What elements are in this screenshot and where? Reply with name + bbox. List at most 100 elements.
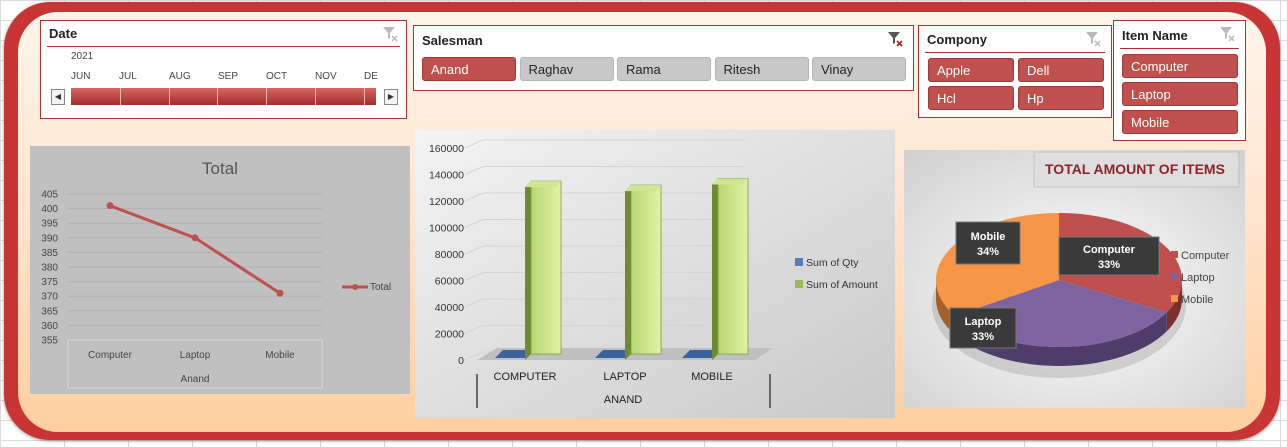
timeline-month-label[interactable]: JUL: [119, 71, 137, 82]
salesman-button-ritesh[interactable]: Ritesh: [714, 57, 809, 81]
bar-amount-side: [625, 185, 631, 360]
bar-amount-computer: [530, 180, 562, 355]
salesman-slicer: Salesman Anand Raghav Rama Ritesh Vinay: [413, 25, 914, 91]
company-button-hp[interactable]: Hp: [1018, 86, 1104, 110]
data-label-value: 33%: [972, 331, 994, 343]
timeline-period-divider: [363, 88, 365, 105]
clear-filter-icon[interactable]: [382, 26, 398, 42]
depth-gridline: [464, 219, 484, 228]
company-button-apple[interactable]: Apple: [928, 58, 1014, 82]
timeline-month-label[interactable]: NOV: [315, 71, 337, 82]
y-tick-label: 395: [41, 219, 58, 230]
legend-label: Laptop: [1181, 272, 1215, 284]
depth-gridline: [464, 192, 484, 202]
depth-gridline: [464, 272, 484, 281]
company-slicer: Compony Apple Dell Hcl Hp: [918, 25, 1112, 118]
timeline-period-divider: [168, 88, 170, 105]
legend-swatch-qty: [795, 258, 803, 266]
legend-label: Mobile: [1181, 294, 1213, 306]
y-tick-label: 365: [41, 306, 58, 317]
company-button-hcl[interactable]: Hcl: [928, 86, 1014, 110]
timeline-bar[interactable]: [71, 88, 376, 105]
item-slicer-divider: [1120, 48, 1239, 49]
bar-qty-computer: [495, 350, 533, 358]
data-label-box: [955, 221, 1021, 265]
x-axis-box: [67, 339, 323, 389]
clear-filter-icon[interactable]: [887, 31, 903, 47]
bar-amount-mobile: [717, 178, 749, 355]
pie-chart-items: TOTAL AMOUNT OF ITEMS Computer 33% Laptop 33…: [904, 150, 1245, 408]
timeline-month-label[interactable]: OCT: [266, 71, 288, 82]
title-box: [1033, 151, 1240, 188]
chart-title: TOTAL AMOUNT OF ITEMS: [1045, 161, 1225, 177]
y-tick-label: 80000: [435, 249, 464, 261]
bar-chart-qty-amount: 0 20000 40000 60000 80000 100000 120000 140000 1…: [415, 130, 895, 418]
y-tick-label: 140000: [429, 170, 464, 182]
timeline-scroll-left[interactable]: ◀: [51, 89, 65, 105]
timeline-year: 2021: [71, 51, 94, 62]
timeline-month-label[interactable]: DE: [364, 71, 378, 82]
timeline-period-divider: [266, 88, 268, 105]
y-tick-label: 380: [41, 263, 58, 274]
date-slicer-divider: [47, 46, 400, 47]
line-chart-area: [30, 146, 410, 394]
salesman-button-raghav[interactable]: Raghav: [519, 57, 614, 81]
bar-amount-top: [525, 181, 561, 188]
depth-gridline: [464, 139, 484, 149]
y-tick-label: 60000: [435, 276, 464, 288]
data-label-box: [1058, 236, 1160, 276]
bar-qty-laptop: [595, 350, 633, 358]
bar-amount-top: [712, 178, 748, 185]
legend-swatch: [1171, 273, 1178, 280]
timeline-period-divider: [315, 88, 316, 105]
depth-gridline: [464, 325, 484, 334]
x-tick-label: Mobile: [265, 350, 295, 361]
salesman-button-rama[interactable]: Rama: [617, 57, 711, 81]
timeline-scroll-right[interactable]: ▶: [384, 89, 398, 105]
bar-amount-side: [712, 178, 718, 360]
legend-swatch: [1171, 295, 1178, 302]
y-tick-label: 355: [41, 336, 58, 347]
data-label-name: Mobile: [971, 231, 1006, 243]
item-button-computer[interactable]: Computer: [1122, 54, 1238, 78]
company-button-dell[interactable]: Dell: [1018, 58, 1104, 82]
y-tick-label: 405: [41, 190, 58, 201]
clear-filter-icon[interactable]: [1219, 26, 1235, 42]
y-tick-label: 370: [41, 292, 58, 303]
item-button-laptop[interactable]: Laptop: [1122, 82, 1238, 106]
item-button-mobile[interactable]: Mobile: [1122, 110, 1238, 134]
bar-amount-side: [525, 181, 531, 360]
y-tick-label: 40000: [435, 302, 464, 314]
bar-amount-laptop: [630, 184, 662, 355]
company-slicer-title: Compony: [927, 32, 987, 47]
y-tick-label: 120000: [429, 196, 464, 208]
salesman-button-vinay[interactable]: Vinay: [812, 57, 906, 81]
y-tick-label: 390: [41, 233, 58, 244]
clear-filter-icon[interactable]: [1085, 31, 1101, 47]
data-label-name: Computer: [1083, 244, 1136, 256]
date-slicer-title: Date: [49, 26, 78, 41]
legend-point-marker: [352, 284, 358, 290]
data-label-box: [949, 307, 1017, 349]
timeline-month-label[interactable]: JUN: [71, 71, 91, 82]
pie-side-laptop: [955, 312, 1167, 366]
line-chart-total: Total 355 360 365 370 375 380 385 390 395 400 405 Co…: [30, 146, 410, 394]
timeline-month-label[interactable]: AUG: [169, 71, 191, 82]
depth-gridline: [464, 298, 484, 308]
timeline-period-divider: [217, 88, 219, 105]
salesman-button-anand[interactable]: Anand: [422, 57, 516, 81]
x-tick-label: COMPUTER: [494, 371, 557, 383]
timeline-month-label[interactable]: SEP: [218, 71, 239, 82]
legend-label: Total: [370, 282, 391, 293]
legend-swatch: [1171, 251, 1178, 258]
y-tick-label: 20000: [435, 329, 464, 341]
x-group-label: Anand: [181, 374, 210, 385]
item-slicer-title: Item Name: [1122, 28, 1188, 43]
legend-swatch-amount: [795, 280, 803, 288]
bar-amount-top: [625, 185, 661, 192]
chart-title: Total: [202, 159, 238, 178]
company-slicer-divider: [925, 52, 1105, 53]
y-tick-label: 385: [41, 248, 58, 259]
depth-gridline: [464, 245, 484, 255]
x-tick-label: Computer: [88, 350, 133, 361]
